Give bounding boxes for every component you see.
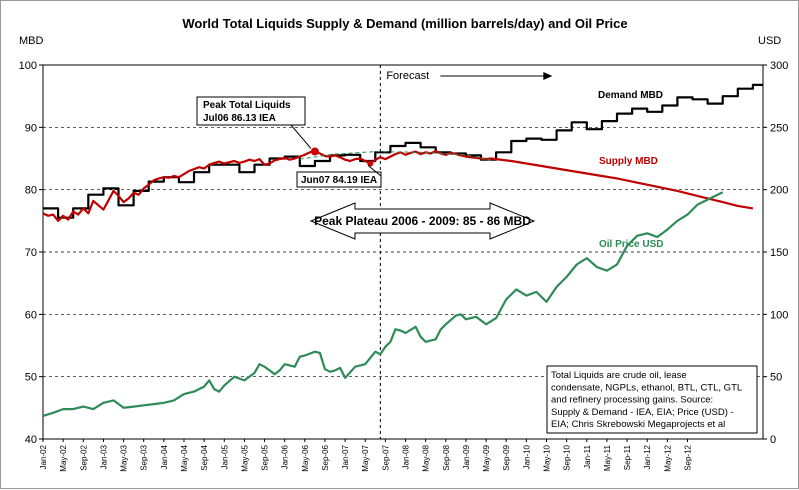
x-tick-label: Sep-12 <box>683 444 692 470</box>
x-tick-label: Sep-10 <box>563 444 572 470</box>
plateau-label: Peak Plateau 2006 - 2009: 85 - 86 MBD <box>314 214 531 228</box>
x-tick-label: May-07 <box>361 444 370 471</box>
plot-area <box>42 64 764 440</box>
x-tick-label: Sep-09 <box>502 444 511 470</box>
x-tick-label: Sep-07 <box>381 444 390 470</box>
x-tick-label: May-05 <box>240 444 249 471</box>
x-tick-label: Jan-11 <box>583 444 592 468</box>
x-tick-label: Jan-07 <box>341 444 350 469</box>
forecast-layer: Forecast <box>379 65 553 439</box>
x-tick-label: May-06 <box>301 444 310 471</box>
right-tick-label: 200 <box>770 185 788 197</box>
x-tick-label: Jan-02 <box>39 444 48 469</box>
x-tick-label: Jan-03 <box>99 444 108 469</box>
x-tick-label: Jan-12 <box>643 444 652 469</box>
x-tick-label: May-12 <box>663 444 672 471</box>
x-tick-label: Jan-04 <box>160 444 169 469</box>
source-note-line: and refinery processing gains. Source: <box>551 395 713 406</box>
peak-label-line: Jul06 86.13 IEA <box>203 113 276 124</box>
right-tick-label: 50 <box>770 372 782 384</box>
supply-label: Supply MBD <box>599 156 658 167</box>
x-tick-label: Jan-05 <box>220 444 229 469</box>
jun07-pointer <box>367 165 382 177</box>
chart-title: World Total Liquids Supply & Demand (mil… <box>182 16 627 31</box>
x-tick-label: Jan-08 <box>402 444 411 469</box>
left-tick-label: 60 <box>25 309 37 321</box>
source-note-box <box>546 365 758 434</box>
x-tick-label: May-11 <box>603 444 612 471</box>
x-tick-label: May-02 <box>59 444 68 471</box>
right-tick-label: 150 <box>770 247 788 259</box>
right-axis-unit: USD <box>758 35 781 47</box>
peak-label-line: Peak Total Liquids <box>203 100 291 111</box>
x-tick-label: Sep-04 <box>200 444 209 470</box>
right-tick-label: 250 <box>770 122 788 134</box>
x-tick-label: Sep-08 <box>442 444 451 470</box>
left-tick-label: 100 <box>19 60 37 72</box>
x-axis-ticks: Jan-02 May-02 Sep-02 Jan-03 May-03 Sep-03 Jan-… <box>39 439 692 472</box>
left-axis-unit: MBD <box>19 35 44 47</box>
x-tick-label: Sep-05 <box>261 444 270 470</box>
right-tick-label: 300 <box>770 60 788 72</box>
plot-border <box>42 64 764 440</box>
peak-marker <box>310 147 319 156</box>
demand-label: Demand MBD <box>598 90 663 101</box>
peak-pointer <box>290 124 312 149</box>
oil-price-label: Oil Price USD <box>599 239 663 250</box>
left-tick-label: 50 <box>25 372 37 384</box>
right-tick-label: 0 <box>770 434 776 446</box>
series-line-peak-plateau-trend <box>299 151 492 161</box>
x-tick-label: Sep-02 <box>79 444 88 470</box>
series-line-oil-price-usd <box>42 191 724 417</box>
left-tick-label: 90 <box>25 122 37 134</box>
left-tick-label: 40 <box>25 434 37 446</box>
peak-label-box <box>196 96 306 126</box>
right-tick-label: 100 <box>770 309 788 321</box>
x-tick-label: Sep-11 <box>623 444 632 470</box>
plateau-arrow <box>309 202 536 240</box>
x-tick-label: Jan-10 <box>522 444 531 469</box>
source-note-line: Total Liquids are crude oil, lease <box>551 370 687 381</box>
x-tick-label: May-10 <box>542 444 551 471</box>
x-tick-label: Jan-09 <box>462 444 471 469</box>
left-tick-label: 80 <box>25 185 37 197</box>
jun07-marker <box>367 160 374 167</box>
y-axis-ticks: 40 50 60 70 80 90 100 0 50 100 150 200 250 300 <box>19 60 789 446</box>
series-line-demand-mbd <box>43 83 763 219</box>
forecast-label: Forecast <box>386 70 429 82</box>
x-tick-label: Sep-06 <box>321 444 330 470</box>
jun07-label: Jun07 84.19 IEA <box>301 175 377 186</box>
x-tick-label: May-04 <box>180 444 189 471</box>
left-tick-label: 70 <box>25 247 37 259</box>
forecast-arrow-head <box>543 72 553 80</box>
x-tick-label: Jan-06 <box>281 444 290 469</box>
source-note-line: Supply & Demand - IEA, EIA; Price (USD) … <box>551 407 734 418</box>
jun07-label-box <box>296 171 382 188</box>
x-tick-label: May-03 <box>120 444 129 471</box>
x-tick-label: Sep-03 <box>140 444 149 470</box>
annotation-layer: Peak Total Liquids Jul06 86.13 IEA Jun07 8… <box>196 90 758 434</box>
x-tick-label: May-08 <box>422 444 431 471</box>
source-note-line: EIA; Chris Skrebowski Megaprojects et al <box>551 419 725 430</box>
source-note-line: condensate, NGPLs, ethanol, BTL, CTL, GT… <box>551 382 742 393</box>
x-tick-label: May-09 <box>482 444 491 471</box>
